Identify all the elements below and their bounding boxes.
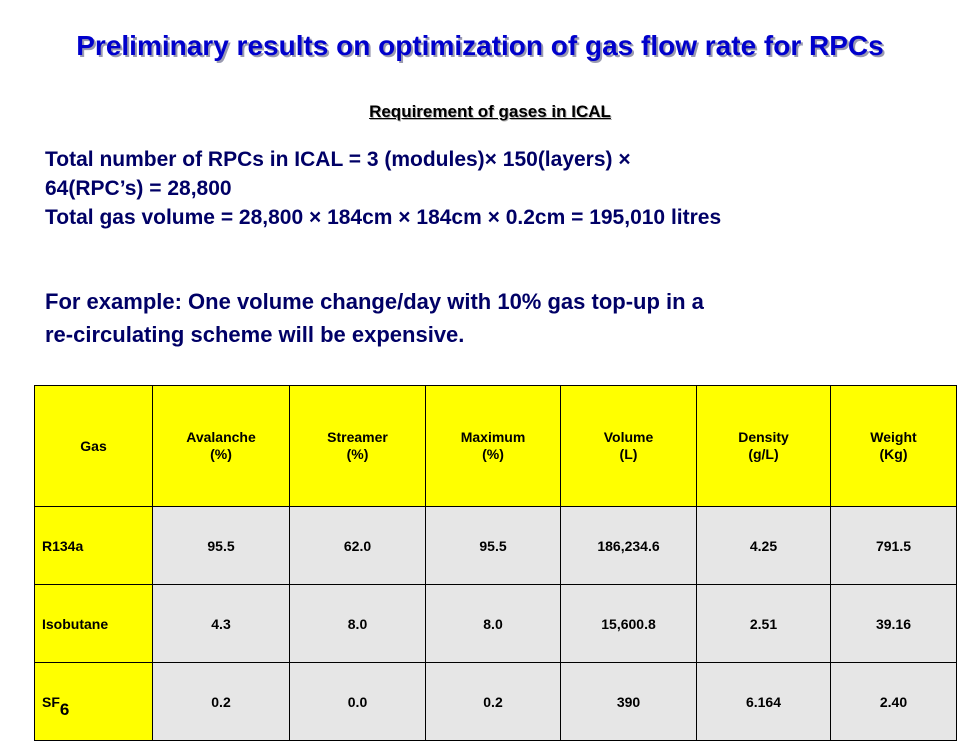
example-line-1: For example: One volume change/day with … [45,289,704,314]
maximum-cell: 95.5 [425,506,561,585]
slide-title: Preliminary results on optimization of g… [76,30,884,61]
rpc-count-line-2: 64(RPC’s) = 28,800 [45,177,232,200]
gas-requirement-table: Gas Avalanche (%) Streamer (%) Maximum (%) … [34,385,957,741]
weight-cell: 2.40 [830,662,957,741]
header-weight: Weight (Kg) [830,385,957,507]
table-row: Isobutane 4.3 8.0 8.0 15,600.8 2.51 39.1… [34,584,957,663]
volume-cell: 186,234.6 [560,506,697,585]
header-avalanche: Avalanche (%) [152,385,290,507]
header-streamer: Streamer (%) [289,385,426,507]
volume-cell: 15,600.8 [560,584,697,663]
rpc-count-line-1: Total number of RPCs in ICAL = 3 (module… [45,148,631,171]
streamer-cell: 0.0 [289,662,426,741]
weight-cell: 39.16 [830,584,957,663]
gas-volume-line: Total gas volume = 28,800 × 184cm × 184c… [45,206,722,229]
slide-subtitle: Requirement of gases in ICAL [369,102,611,121]
gas-name-cell: SF6 [34,662,153,741]
header-gas: Gas [34,385,153,507]
example-line-2: re-circulating scheme will be expensive. [45,322,465,347]
density-cell: 4.25 [696,506,831,585]
streamer-cell: 8.0 [289,584,426,663]
streamer-cell: 62.0 [289,506,426,585]
header-maximum: Maximum (%) [425,385,561,507]
weight-cell: 791.5 [830,506,957,585]
avalanche-cell: 95.5 [152,506,290,585]
avalanche-cell: 0.2 [152,662,290,741]
avalanche-cell: 4.3 [152,584,290,663]
density-cell: 6.164 [696,662,831,741]
density-cell: 2.51 [696,584,831,663]
header-density: Density (g/L) [696,385,831,507]
example-text: For example: One volume change/day with … [45,285,945,351]
rpc-summary-text: Total number of RPCs in ICAL = 3 (module… [45,145,945,232]
table-header-row: Gas Avalanche (%) Streamer (%) Maximum (%) … [34,385,957,507]
maximum-cell: 0.2 [425,662,561,741]
gas-name-cell: R134a [34,506,153,585]
gas-subscript: 6 [59,699,70,719]
gas-name-cell: Isobutane [34,584,153,663]
header-volume: Volume (L) [560,385,697,507]
table-row: SF6 0.2 0.0 0.2 390 6.164 2.40 [34,662,957,741]
volume-cell: 390 [560,662,697,741]
table-row: R134a 95.5 62.0 95.5 186,234.6 4.25 791.… [34,506,957,585]
maximum-cell: 8.0 [425,584,561,663]
